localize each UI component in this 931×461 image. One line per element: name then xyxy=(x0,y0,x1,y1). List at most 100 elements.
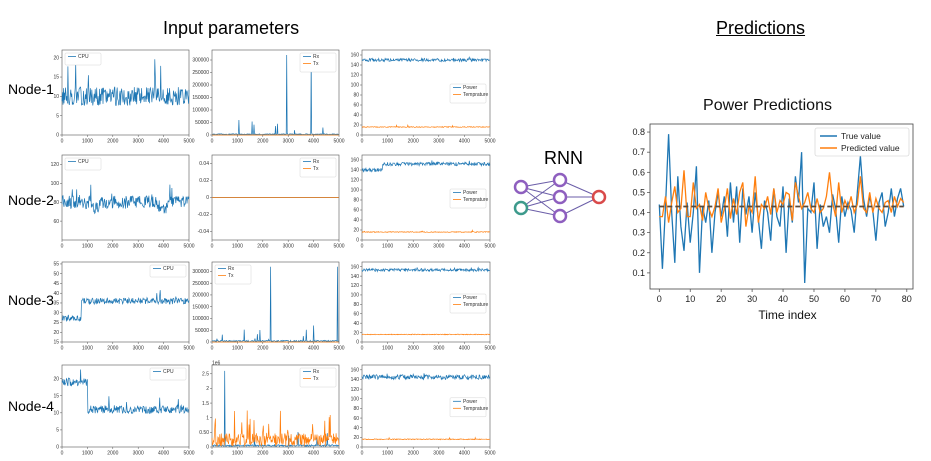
rnn-title: RNN xyxy=(544,148,583,168)
temprature-series-line xyxy=(361,436,491,441)
legend-entry: True value xyxy=(841,131,881,141)
y-tick-label: 60 xyxy=(353,208,359,214)
n4-net-chart: 0 0.50 1 1.5 2 2.5 1e6 0 1000 2000 3000 4000 5000 Rx T… xyxy=(190,361,345,457)
y-tick-label: 0 xyxy=(206,445,209,451)
x-tick-label: 2000 xyxy=(107,244,118,250)
x-tick-label: 40 xyxy=(778,294,788,304)
legend-box xyxy=(299,157,337,178)
y-tick-label: 20 xyxy=(53,55,59,61)
x-tick-label: 30 xyxy=(747,294,757,304)
legend-entry: Tx xyxy=(228,273,234,279)
y-tick-label: 250000 xyxy=(192,281,209,287)
y-tick-label: 100 xyxy=(351,188,360,194)
y-tick-label: 140 xyxy=(351,63,360,69)
x-tick-label: 3000 xyxy=(433,139,444,145)
legend-box xyxy=(814,127,910,157)
x-tick-label: 5000 xyxy=(333,244,344,250)
x-tick-label: 0 xyxy=(211,451,214,457)
y-tick-label: 200000 xyxy=(192,293,209,299)
power-series-line xyxy=(361,373,491,381)
y-tick-label: 40 xyxy=(353,113,359,119)
y-tick-label: 60 xyxy=(353,416,359,422)
rnn-edge xyxy=(520,179,561,209)
legend-box xyxy=(299,52,337,73)
y-tick-label: 0 xyxy=(206,340,209,346)
y-tick-label: 0 xyxy=(206,133,209,139)
y-tick-label: 80 xyxy=(353,406,359,412)
power-series-line xyxy=(361,160,491,173)
y-tick-label: 20 xyxy=(353,330,359,336)
legend-box xyxy=(449,188,487,209)
power-series-line xyxy=(361,56,491,63)
y-tick-label: 100 xyxy=(351,83,360,89)
x-tick-label: 5000 xyxy=(333,346,344,352)
x-tick-label: 0 xyxy=(211,244,214,250)
cpu-series-line xyxy=(61,184,190,215)
legend-entry: Rx xyxy=(313,54,320,60)
y-tick-label: 20 xyxy=(53,376,59,382)
y-tick-label: 100 xyxy=(51,181,60,187)
rnn-input-node xyxy=(513,200,529,216)
y-tick-label: 120 xyxy=(51,162,60,168)
x-tick-label: 0 xyxy=(61,451,64,457)
y-tick-label: 0 xyxy=(356,340,359,346)
n1-net-chart: 0 50000 100000 150000 200000 250000 300000 0 100… xyxy=(190,46,345,145)
y-tick-label: 160 xyxy=(351,264,360,270)
x-tick-label: 3000 xyxy=(283,139,294,145)
x-tick-label: 5000 xyxy=(183,346,194,352)
legend-entry: CPU xyxy=(163,369,174,375)
legend-entry: Temprature xyxy=(463,302,489,308)
y-tick-label: 60 xyxy=(53,219,59,225)
n3-cpu-chart: 15 20 25 30 35 40 45 50 55 0 1000 2000 3000 4000 5000 C… xyxy=(40,258,194,352)
y-tick-label: 140 xyxy=(351,168,360,174)
n3-pow-chart: 0 20 40 60 80 100 120 140 160 0 1000 2000 3000 4000 50… xyxy=(340,258,496,352)
y-tick-label: 0.2 xyxy=(632,248,645,258)
legend-entry: Power xyxy=(463,190,478,196)
x-tick-label: 5000 xyxy=(333,451,344,457)
y-tick-label: 300000 xyxy=(192,269,209,275)
node-3-label: Node-3 xyxy=(8,292,54,308)
y-tick-label: 150000 xyxy=(192,95,209,101)
x-tick-label: 3000 xyxy=(283,346,294,352)
y-tick-label: 0 xyxy=(206,195,209,201)
y-tick-label: 10 xyxy=(53,94,59,100)
y-exponent-label: 1e6 xyxy=(212,361,221,367)
legend-entry: CPU xyxy=(78,54,89,60)
y-tick-label: 0.3 xyxy=(632,228,645,238)
legend-entry: CPU xyxy=(163,266,174,272)
y-tick-label: 1 xyxy=(206,415,209,421)
x-tick-label: 2000 xyxy=(257,139,268,145)
y-tick-label: 0.5 xyxy=(632,187,645,197)
y-tick-label: 40 xyxy=(353,218,359,224)
y-tick-label: 30 xyxy=(53,310,59,316)
legend-box xyxy=(64,52,102,66)
x-tick-label: 1000 xyxy=(232,139,243,145)
n4-pow-chart: 0 20 40 60 80 100 120 140 160 0 1000 2000 3000 4000 50… xyxy=(340,361,496,457)
rx-series-line xyxy=(211,54,340,136)
x-tick-label: 1000 xyxy=(82,244,93,250)
y-tick-label: 20 xyxy=(53,330,59,336)
y-tick-label: 20 xyxy=(353,228,359,234)
y-tick-label: 150000 xyxy=(192,304,209,310)
y-tick-label: 0 xyxy=(56,445,59,451)
x-tick-label: 3000 xyxy=(133,451,144,457)
x-tick-label: 1000 xyxy=(82,346,93,352)
y-tick-label: 15 xyxy=(53,75,59,81)
y-tick-label: 80 xyxy=(53,200,59,206)
cpu-series-line xyxy=(61,290,190,322)
x-tick-label: 5000 xyxy=(183,244,194,250)
x-tick-label: 0 xyxy=(211,139,214,145)
x-tick-label: 3000 xyxy=(133,244,144,250)
legend-box xyxy=(449,397,487,417)
y-tick-label: 100000 xyxy=(192,316,209,322)
y-tick-label: 0 xyxy=(356,238,359,244)
y-tick-label: 15 xyxy=(53,340,59,346)
rnn-network-diagram xyxy=(513,172,607,224)
x-tick-label: 1000 xyxy=(382,139,393,145)
y-tick-label: 0.6 xyxy=(632,167,645,177)
x-tick-label: 4000 xyxy=(459,346,470,352)
y-tick-label: 120 xyxy=(351,283,360,289)
x-tick-label: 4000 xyxy=(158,139,169,145)
y-tick-label: 250000 xyxy=(192,70,209,76)
y-tick-label: 10 xyxy=(53,411,59,417)
